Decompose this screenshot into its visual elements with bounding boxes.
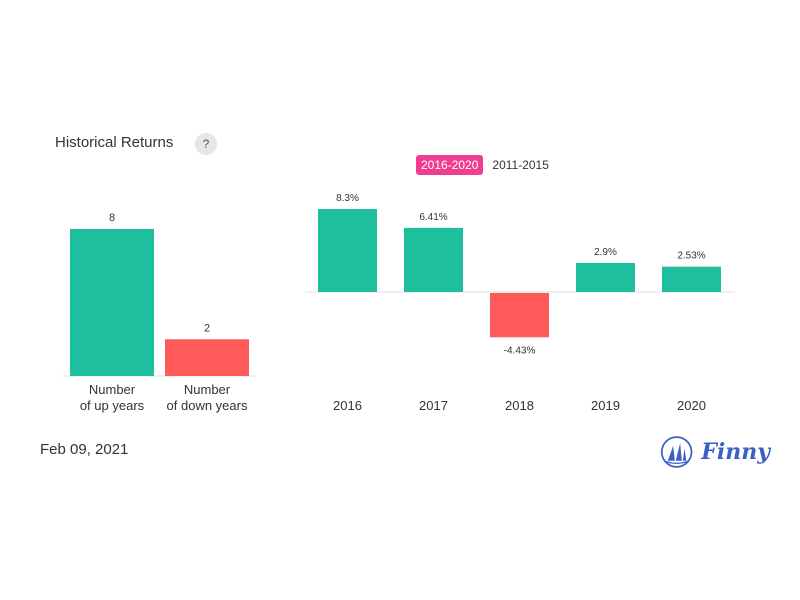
data-label: 8.3% — [336, 193, 359, 204]
data-label: 2 — [204, 322, 210, 334]
bar-1 — [165, 339, 249, 376]
data-label: 8 — [109, 212, 115, 224]
category-label: of up years — [80, 398, 145, 413]
bar-2019 — [576, 263, 635, 292]
bar-0 — [70, 229, 154, 376]
bar-2017 — [404, 227, 463, 292]
as-of-date: Feb 09, 2021 — [40, 441, 129, 458]
category-label: Number — [89, 382, 136, 397]
year-label: 2019 — [591, 398, 620, 413]
bar-2020 — [662, 266, 721, 292]
sailboat-icon — [660, 436, 693, 468]
brand-name: Finny — [701, 439, 770, 465]
category-label: Number — [184, 382, 231, 397]
bar-2018 — [490, 293, 549, 338]
tab-2016-2020[interactable]: 2016-2020 — [416, 155, 484, 175]
chart-title: Historical Returns — [55, 134, 174, 151]
period-tabs: 2016-2020 2011-2015 — [416, 155, 558, 175]
bar-2016 — [318, 209, 377, 292]
year-label: 2020 — [677, 398, 706, 413]
year-label: 2016 — [333, 398, 362, 413]
finny-logo: Finny — [660, 431, 770, 473]
help-icon[interactable]: ? — [195, 133, 217, 155]
data-label: -4.43% — [504, 345, 536, 356]
year-label: 2017 — [419, 398, 448, 413]
category-label: of down years — [167, 398, 248, 413]
data-label: 6.41% — [419, 212, 447, 223]
tab-2011-2015[interactable]: 2011-2015 — [492, 158, 549, 172]
data-label: 2.9% — [594, 247, 617, 258]
data-label: 2.53% — [677, 251, 705, 262]
year-label: 2018 — [505, 398, 534, 413]
